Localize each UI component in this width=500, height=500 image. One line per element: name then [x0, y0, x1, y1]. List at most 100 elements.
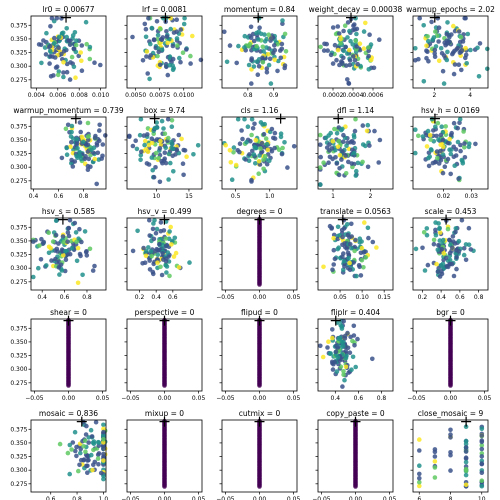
- x-tick-label: 0.010: [92, 92, 109, 99]
- data-point: [367, 143, 372, 148]
- data-point: [231, 145, 237, 150]
- data-point: [445, 49, 450, 55]
- data-point: [79, 239, 84, 245]
- data-point: [426, 163, 432, 169]
- data-point: [94, 143, 100, 148]
- data-point: [318, 132, 323, 138]
- data-point: [437, 238, 443, 243]
- data-point: [341, 139, 346, 144]
- data-point: [279, 41, 285, 47]
- data-point: [360, 159, 365, 165]
- data-point: [365, 122, 371, 128]
- data-point: [432, 475, 438, 480]
- data-point: [335, 345, 341, 350]
- data-point: [167, 273, 172, 279]
- data-point: [255, 72, 261, 77]
- data-point: [146, 245, 151, 250]
- data-point: [417, 437, 422, 442]
- best-result-marker: [429, 113, 440, 124]
- data-point: [144, 54, 149, 59]
- x-tick-label: −0.05: [121, 395, 140, 402]
- data-point: [456, 249, 462, 254]
- subplot-1: lrf = 0.0081 0.0050 0.0075 0.0100: [124, 5, 204, 99]
- best-result-marker: [159, 416, 170, 427]
- data-point: [463, 257, 469, 263]
- data-point: [84, 463, 89, 469]
- data-point: [170, 43, 176, 49]
- subplot-title: dfl = 1.14: [337, 106, 374, 115]
- data-point: [84, 423, 89, 429]
- data-point: [366, 53, 372, 59]
- data-point: [65, 122, 71, 128]
- data-point: [451, 239, 456, 244]
- data-point: [255, 37, 261, 42]
- data-point: [452, 62, 458, 67]
- data-point: [85, 120, 91, 126]
- data-point: [332, 256, 338, 262]
- data-point: [425, 262, 431, 268]
- data-point: [191, 152, 196, 157]
- data-point: [148, 53, 153, 58]
- data-point: [147, 76, 152, 82]
- data-point: [95, 150, 101, 156]
- data-point: [64, 145, 69, 151]
- data-point: [330, 335, 335, 341]
- data-point: [161, 228, 167, 233]
- subplot-frame: [317, 15, 394, 89]
- subplot-17: flipud = 0 −0.05 0.00 0.05: [216, 308, 300, 402]
- data-point: [275, 68, 280, 74]
- data-point: [52, 55, 58, 60]
- data-point: [54, 15, 60, 21]
- data-point: [440, 137, 446, 143]
- subplot-frame: [221, 15, 298, 89]
- data-point: [441, 250, 447, 256]
- data-point: [57, 272, 62, 277]
- x-tick-label: 0.5: [231, 193, 241, 200]
- data-point: [467, 141, 472, 146]
- data-point: [53, 65, 59, 70]
- best-result-marker: [63, 315, 74, 326]
- data-point: [417, 479, 422, 485]
- data-point: [466, 242, 472, 247]
- data-point: [157, 62, 163, 68]
- data-point: [165, 40, 170, 46]
- data-point: [163, 236, 169, 241]
- data-point: [362, 220, 367, 225]
- data-point: [51, 41, 57, 46]
- data-point: [431, 35, 437, 40]
- subplot-frame: [30, 116, 107, 190]
- data-point: [261, 157, 266, 162]
- data-point: [349, 161, 355, 166]
- data-point: [143, 26, 149, 32]
- data-point: [456, 238, 462, 244]
- data-point: [48, 74, 54, 79]
- data-point: [52, 35, 57, 41]
- data-point: [224, 59, 230, 65]
- data-point: [444, 57, 450, 63]
- data-point: [456, 176, 461, 181]
- subplot-title: perspective = 0: [135, 308, 195, 317]
- x-tick-label: 0.6: [354, 395, 364, 402]
- data-point: [332, 42, 338, 48]
- data-point: [184, 47, 189, 52]
- data-point: [370, 356, 375, 362]
- data-point: [247, 152, 252, 157]
- data-point: [227, 43, 233, 48]
- data-point: [101, 429, 106, 435]
- data-point: [475, 45, 480, 51]
- data-point: [239, 128, 244, 133]
- data-point: [67, 471, 72, 477]
- data-point: [248, 35, 254, 40]
- data-point: [336, 336, 342, 342]
- data-point: [143, 138, 148, 144]
- subplot-title: lrf = 0.0081: [142, 5, 187, 14]
- data-point: [227, 148, 233, 153]
- data-point: [448, 151, 454, 157]
- data-point: [353, 38, 359, 44]
- data-point: [365, 164, 371, 170]
- y-tick-label: 0.350: [10, 440, 27, 447]
- data-point: [479, 446, 485, 452]
- data-point: [234, 60, 239, 66]
- data-point: [278, 131, 284, 136]
- data-point: [164, 264, 170, 269]
